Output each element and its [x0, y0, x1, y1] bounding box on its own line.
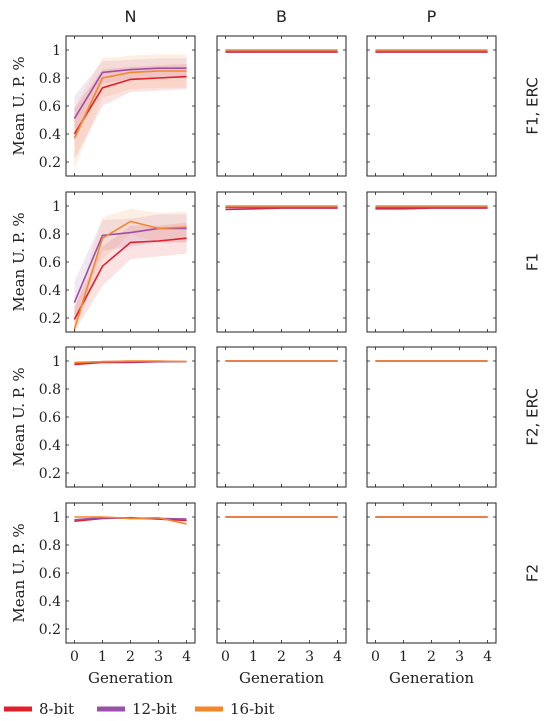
ytick-label: 0.8	[39, 71, 61, 87]
ytick-label: 0.2	[39, 466, 61, 482]
ytick-label: 1	[52, 354, 61, 370]
x-axis-label: Generation	[239, 669, 324, 687]
xtick-label: 3	[455, 649, 464, 665]
panel-f1-erc-b-frame	[216, 35, 347, 177]
column-title-n: N	[125, 7, 137, 26]
xtick-label: 1	[399, 649, 408, 665]
panel-f2-erc-b-frame	[216, 346, 347, 488]
panel-f2-n-line-16-bit	[74, 516, 187, 525]
row-title-f2: F2	[524, 564, 542, 582]
ytick-label: 1	[52, 510, 61, 526]
panel-f2-erc-n-frame	[65, 346, 196, 488]
column-title-b: B	[276, 7, 287, 26]
y-axis-label: Mean U. P. %	[10, 523, 28, 622]
legend-label-8-bit: 8-bit	[39, 700, 74, 718]
row-title-f1-erc: F1, ERC	[524, 77, 542, 134]
ytick-label: 1	[52, 199, 61, 215]
panel-f1-n-line-16-bit	[73, 220, 187, 330]
ytick-label: 0.8	[39, 382, 61, 398]
panel-f1-n-band-8-bit	[74, 222, 187, 332]
row-title-f2-erc: F2, ERC	[524, 388, 542, 445]
panel-f2-erc-p-frame	[366, 346, 497, 488]
panel-f1-erc-n-line-12-bit	[73, 67, 187, 120]
ytick-label: 0.8	[39, 227, 61, 243]
panel-f1-p-frame	[366, 191, 497, 333]
y-axis-label: Mean U. P. %	[10, 367, 28, 466]
xtick-label: 3	[154, 649, 163, 665]
ytick-label: 0.4	[39, 438, 61, 454]
xtick-label: 1	[249, 649, 258, 665]
panel-f2-erc-n-line-16-bit	[74, 360, 187, 364]
legend-label-16-bit: 16-bit	[230, 700, 275, 718]
ytick-label: 0.6	[39, 255, 61, 271]
xtick-label: 4	[483, 649, 492, 665]
xtick-label: 4	[333, 649, 342, 665]
panel-f2-b-frame	[216, 502, 347, 644]
y-axis-label: Mean U. P. %	[10, 212, 28, 311]
xtick-label: 4	[182, 649, 191, 665]
x-axis-label: Generation	[88, 669, 173, 687]
xtick-label: 0	[371, 649, 380, 665]
xtick-label: 3	[305, 649, 314, 665]
row-title-f1: F1	[524, 253, 542, 271]
panel-f1-erc-n-band-16-bit	[74, 54, 187, 170]
panel-f1-erc-p-frame	[366, 35, 497, 177]
panel-f2-p-frame	[366, 502, 497, 644]
panel-f1-erc-n-line-16-bit	[73, 70, 187, 139]
ytick-label: 0.4	[39, 594, 61, 610]
xtick-label: 2	[126, 649, 135, 665]
xtick-label: 1	[98, 649, 107, 665]
ytick-label: 0.8	[39, 538, 61, 554]
xtick-label: 0	[221, 649, 230, 665]
x-axis-label: Generation	[389, 669, 474, 687]
xtick-label: 2	[427, 649, 436, 665]
panel-f1-b-frame	[216, 191, 347, 333]
ytick-label: 0.4	[39, 127, 61, 143]
panel-f1-p-line-8-bit	[375, 207, 488, 210]
xtick-label: 0	[70, 649, 79, 665]
ytick-label: 0.2	[39, 622, 61, 638]
panel-f1-erc-n-line-8-bit	[73, 75, 187, 135]
column-title-p: P	[427, 7, 437, 26]
legend-label-12-bit: 12-bit	[132, 700, 177, 718]
panel-f1-b-line-8-bit	[225, 207, 338, 211]
xtick-label: 2	[277, 649, 286, 665]
y-axis-label: Mean U. P. %	[10, 56, 28, 155]
ytick-label: 0.6	[39, 99, 61, 115]
ytick-label: 0.2	[39, 311, 61, 327]
ytick-label: 0.4	[39, 283, 61, 299]
ytick-label: 0.2	[39, 155, 61, 171]
ytick-label: 0.6	[39, 566, 61, 582]
panel-f1-n-line-8-bit	[73, 237, 187, 320]
panel-f2-n-frame	[65, 502, 196, 644]
ytick-label: 1	[52, 43, 61, 59]
ytick-label: 0.6	[39, 410, 61, 426]
